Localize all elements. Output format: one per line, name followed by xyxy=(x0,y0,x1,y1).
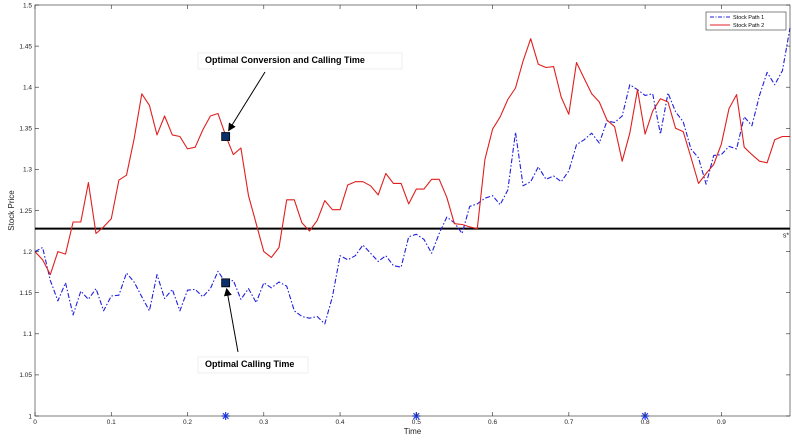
series-line-stock-path-2 xyxy=(34,38,790,276)
y-tick-label-4: 1.2 xyxy=(23,249,32,256)
arrow-calling xyxy=(223,287,239,353)
y-tick-label-10: 1.5 xyxy=(23,2,32,9)
arrow-conversion xyxy=(228,71,266,132)
x-tick-label-0: 0 xyxy=(33,419,37,426)
annotations: Optimal Conversion and Calling Time Opti… xyxy=(197,52,403,374)
marker-calling xyxy=(221,278,231,288)
x-tick-label-2: 0.2 xyxy=(183,419,192,426)
y-tick-label-5: 1.25 xyxy=(19,208,32,215)
marker-conversion-calling xyxy=(221,132,231,141)
y-tick-label-1: 1.05 xyxy=(19,372,32,379)
x-tick-label-7: 0.7 xyxy=(564,419,573,426)
y-tick-label-0: 1 xyxy=(28,413,32,420)
y-tick-label-3: 1.15 xyxy=(19,290,32,297)
x-tick-label-8: 0.8 xyxy=(641,419,650,426)
x-tick-label-6: 0.6 xyxy=(488,419,497,426)
legend: Stock Path 1 Stock Path 2 xyxy=(705,11,787,31)
legend-label-stock-path-1: Stock Path 1 xyxy=(733,15,764,21)
x-tick-label-5: 0.5 xyxy=(412,419,421,426)
y-tick-label-6: 1.3 xyxy=(23,167,32,174)
y-tick-label-7: 1.35 xyxy=(19,126,32,133)
x-tick-label-9: 0.9 xyxy=(717,419,726,426)
annotation-box-conversion xyxy=(197,52,403,70)
annotation-calling-time: Optimal Calling Time xyxy=(205,359,294,369)
y-tick-label-8: 1.4 xyxy=(23,85,32,92)
y-tick-label-2: 1.1 xyxy=(23,331,32,338)
axes: Time Stock Price s* 0 0.1 0.2 0.3 0.4 0.5 0.6 0… xyxy=(7,2,791,436)
legend-label-stock-path-2: Stock Path 2 xyxy=(733,23,764,29)
x-tick-label-4: 0.4 xyxy=(336,419,345,426)
x-axis-label: Time xyxy=(404,427,422,436)
y-axis-label: Stock Price xyxy=(7,190,16,231)
threshold-label: s* xyxy=(783,233,790,240)
x-tick-label-3: 0.3 xyxy=(259,419,268,426)
y-tick-label-9: 1.45 xyxy=(19,43,32,50)
annotation-box-calling xyxy=(197,356,309,374)
x-tick-label-1: 0.1 xyxy=(107,419,116,426)
annotation-conversion-and-calling-time: Optimal Conversion and Calling Time xyxy=(205,55,365,65)
